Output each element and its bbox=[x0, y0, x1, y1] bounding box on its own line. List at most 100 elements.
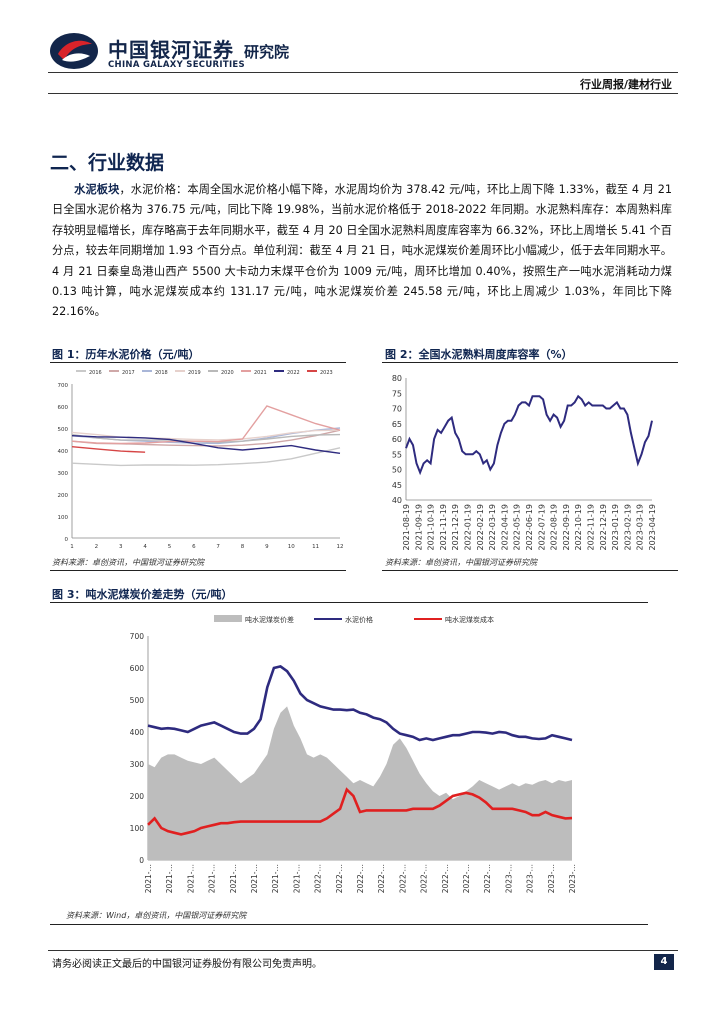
y-tick-label: 600 bbox=[130, 664, 145, 673]
y-tick-label: 500 bbox=[130, 696, 145, 705]
brand-name-en: CHINA GALAXY SECURITIES bbox=[108, 60, 245, 70]
x-tick-label: 4 bbox=[143, 544, 147, 550]
x-tick-label: 2022-10-19 bbox=[574, 504, 583, 551]
legend-label: 2017 bbox=[122, 370, 135, 376]
x-tick-label: 2021-… bbox=[250, 864, 259, 893]
x-tick-label: 2021-… bbox=[144, 864, 153, 893]
x-tick-label: 2021-10-19 bbox=[427, 504, 436, 551]
footer-disclaimer: 请务必阅读正文最后的中国银河证券股份有限公司免责声明。 bbox=[52, 959, 322, 970]
x-tick-label: 2021-09-19 bbox=[414, 504, 423, 551]
y-tick-label: 70 bbox=[392, 405, 402, 414]
x-tick-label: 2022-… bbox=[377, 864, 386, 893]
x-tick-label: 6 bbox=[192, 544, 196, 550]
legend-label: 吨水泥煤炭成本 bbox=[445, 615, 494, 624]
company-logo-icon bbox=[50, 33, 98, 69]
x-tick-label: 2022-04-19 bbox=[500, 504, 509, 551]
legend-label: 2023 bbox=[320, 370, 333, 376]
y-tick-label: 55 bbox=[392, 450, 402, 459]
y-tick-label: 45 bbox=[392, 481, 402, 490]
body-paragraph: 水泥板块，水泥价格：本周全国水泥价格小幅下降，水泥周均价为 378.42 元/吨… bbox=[52, 180, 672, 323]
x-tick-label: 2022-11-19 bbox=[587, 504, 596, 551]
x-tick-label: 2022-… bbox=[314, 864, 323, 893]
y-tick-label: 65 bbox=[392, 420, 402, 429]
paragraph-label: 水泥板块 bbox=[74, 183, 120, 196]
y-tick-label: 80 bbox=[392, 374, 402, 383]
y-tick-label: 400 bbox=[58, 449, 69, 455]
series-line-2 bbox=[147, 664, 573, 742]
x-tick-label: 2022-… bbox=[356, 864, 365, 893]
x-tick-label: 5 bbox=[168, 544, 172, 550]
y-tick-label: 40 bbox=[392, 496, 402, 505]
x-tick-label: 2022-09-19 bbox=[562, 504, 571, 551]
legend-swatch bbox=[214, 615, 242, 622]
y-tick-label: 0 bbox=[139, 856, 144, 865]
figure-2-title: 图 2：全国水泥熟料周度库容率（%） bbox=[385, 348, 573, 361]
x-tick-label: 2021-… bbox=[208, 864, 217, 893]
y-tick-label: 400 bbox=[130, 728, 145, 737]
figure-1-bottom-rule bbox=[50, 570, 346, 571]
header-divider bbox=[48, 72, 678, 73]
x-tick-label: 11 bbox=[312, 544, 319, 550]
y-tick-label: 60 bbox=[392, 435, 402, 444]
figure-2-rule bbox=[382, 362, 678, 363]
x-tick-label: 2021-08-19 bbox=[402, 504, 411, 551]
x-tick-label: 10 bbox=[288, 544, 295, 550]
section-title: 二、行业数据 bbox=[50, 152, 165, 174]
x-tick-label: 2021-… bbox=[165, 864, 174, 893]
x-tick-label: 2021-… bbox=[292, 864, 301, 893]
figure-3-rule bbox=[50, 602, 648, 603]
y-tick-label: 75 bbox=[392, 389, 402, 398]
series-line-3 bbox=[147, 787, 573, 836]
x-tick-label: 2022-12-19 bbox=[599, 504, 608, 551]
series-line-7 bbox=[71, 435, 341, 454]
y-tick-label: 100 bbox=[58, 515, 69, 521]
series-line-6 bbox=[71, 405, 341, 445]
figure-1-title: 图 1：历年水泥价格（元/吨） bbox=[52, 348, 200, 361]
legend-label: 2019 bbox=[188, 370, 201, 376]
x-tick-label: 2021-… bbox=[186, 864, 195, 893]
header-divider bbox=[48, 93, 678, 94]
page-number: 4 bbox=[654, 954, 674, 970]
figure-2-source: 资料来源：卓创资讯，中国银河证券研究院 bbox=[385, 558, 537, 567]
figure-1-rule bbox=[50, 362, 346, 363]
legend-label: 2016 bbox=[89, 370, 102, 376]
x-tick-label: 12 bbox=[337, 544, 344, 550]
x-tick-label: 2022-… bbox=[420, 864, 429, 893]
series-line-8 bbox=[71, 446, 146, 453]
x-tick-label: 2023-01-19 bbox=[611, 504, 620, 551]
x-tick-label: 2022-02-19 bbox=[476, 504, 485, 551]
brand-name: 中国银河证券 bbox=[108, 38, 234, 62]
x-tick-label: 9 bbox=[265, 544, 269, 550]
y-tick-label: 200 bbox=[130, 792, 145, 801]
x-tick-label: 2 bbox=[95, 544, 99, 550]
series-line-1 bbox=[71, 447, 341, 467]
legend-label: 2021 bbox=[254, 370, 267, 376]
series-line-1 bbox=[405, 394, 653, 476]
paragraph-text: ，水泥价格：本周全国水泥价格小幅下降，水泥周均价为 378.42 元/吨，环比上… bbox=[52, 183, 672, 319]
x-tick-label: 2022-06-19 bbox=[525, 504, 534, 551]
x-tick-label: 2022-… bbox=[483, 864, 492, 893]
y-tick-label: 200 bbox=[58, 493, 69, 499]
x-tick-label: 2022-05-19 bbox=[513, 504, 522, 551]
x-tick-label: 2022-07-19 bbox=[537, 504, 546, 551]
figure-3-source: 资料来源：Wind，卓创资讯，中国银河证券研究院 bbox=[66, 911, 247, 920]
figure-3-title: 图 3：吨水泥煤炭价差走势（元/吨） bbox=[52, 588, 233, 601]
x-tick-label: 2022-01-19 bbox=[464, 504, 473, 551]
x-tick-label: 2021-… bbox=[271, 864, 280, 893]
x-tick-label: 3 bbox=[119, 544, 123, 550]
x-tick-label: 1 bbox=[70, 544, 74, 550]
x-tick-label: 8 bbox=[241, 544, 245, 550]
x-tick-label: 2023-02-19 bbox=[623, 504, 632, 551]
x-tick-label: 2021-11-19 bbox=[439, 504, 448, 551]
y-tick-label: 500 bbox=[58, 427, 69, 433]
x-tick-label: 2023-… bbox=[547, 864, 556, 893]
legend-label: 2022 bbox=[287, 370, 300, 376]
x-tick-label: 2023-… bbox=[568, 864, 577, 893]
y-tick-label: 100 bbox=[130, 824, 145, 833]
x-tick-label: 2021-… bbox=[229, 864, 238, 893]
x-tick-label: 2022-03-19 bbox=[488, 504, 497, 551]
footer-divider bbox=[48, 950, 678, 951]
